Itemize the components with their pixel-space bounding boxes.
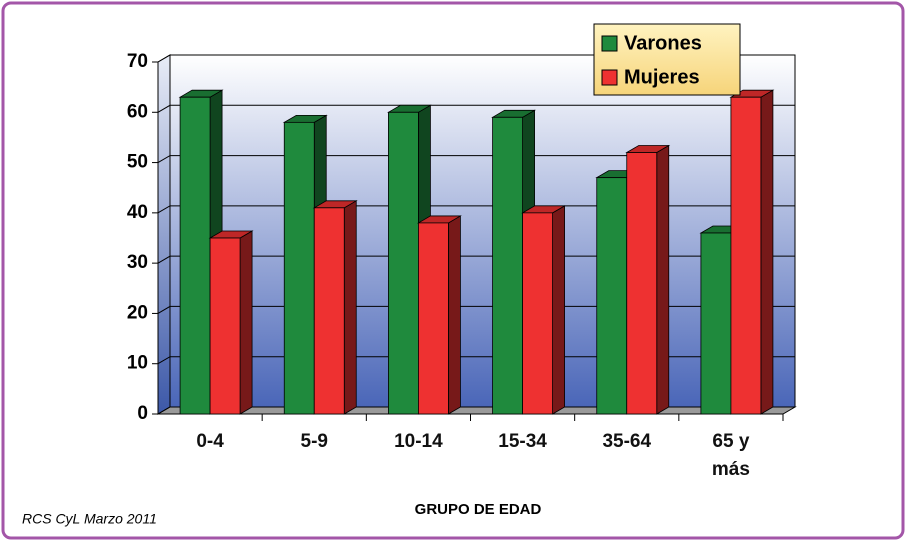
bar-front <box>283 121 315 415</box>
grid-line <box>157 205 795 214</box>
grid-line <box>157 54 795 63</box>
y-tick-label: 40 <box>127 202 148 223</box>
y-tick-label: 20 <box>127 302 148 323</box>
bar-front <box>700 232 732 415</box>
bar-front <box>596 177 628 415</box>
bar-front <box>522 212 553 415</box>
bar <box>625 144 671 415</box>
grid-line <box>157 155 795 164</box>
grid-line <box>157 406 795 415</box>
x-axis-title: GRUPO DE EDAD <box>415 501 542 518</box>
grid-line <box>157 305 795 314</box>
legend-label: Varones <box>624 32 702 54</box>
x-tick-label: 15-34 <box>498 431 547 452</box>
floor <box>156 406 797 415</box>
legend-swatch <box>601 35 618 52</box>
bar-front <box>388 111 419 415</box>
bar <box>521 205 567 415</box>
bar-front <box>492 116 523 415</box>
bar <box>729 89 775 415</box>
y-tick-label: 10 <box>127 353 148 374</box>
grid-line <box>157 356 795 365</box>
y-tick-label: 70 <box>127 51 148 72</box>
x-tick-label: 35-64 <box>602 431 652 452</box>
legend-box <box>593 23 741 96</box>
bar-side <box>343 200 357 415</box>
legend-swatch <box>601 69 618 86</box>
bar-front <box>313 207 345 415</box>
bar-side <box>760 89 774 415</box>
x-tick-label: 65 y más <box>711 431 750 480</box>
y-tick-label: 30 <box>127 252 148 273</box>
x-tick-label: 0-4 <box>196 431 224 452</box>
bar-front <box>418 222 449 415</box>
bar-side <box>239 230 253 415</box>
x-tick-label: 10-14 <box>394 431 443 452</box>
bar-front <box>626 152 658 415</box>
bar <box>312 200 358 415</box>
y-tick-label: 0 <box>137 403 148 424</box>
bar <box>416 215 462 415</box>
grid-line <box>157 104 795 113</box>
bar-side <box>656 144 670 415</box>
bar-side <box>552 205 565 415</box>
source: RCS CyL Marzo 2011 <box>22 511 157 527</box>
x-tick-label: 5-9 <box>300 431 328 452</box>
bar <box>208 230 254 415</box>
bar-front <box>179 96 211 415</box>
bar-front <box>730 96 762 415</box>
legend-label: Mujeres <box>624 66 700 88</box>
y-tick-label: 50 <box>127 152 148 173</box>
grid-line <box>157 255 795 264</box>
plot-area <box>152 54 797 421</box>
bar-side <box>448 215 461 415</box>
y-tick-label: 60 <box>127 101 148 122</box>
bar-front <box>209 237 241 415</box>
